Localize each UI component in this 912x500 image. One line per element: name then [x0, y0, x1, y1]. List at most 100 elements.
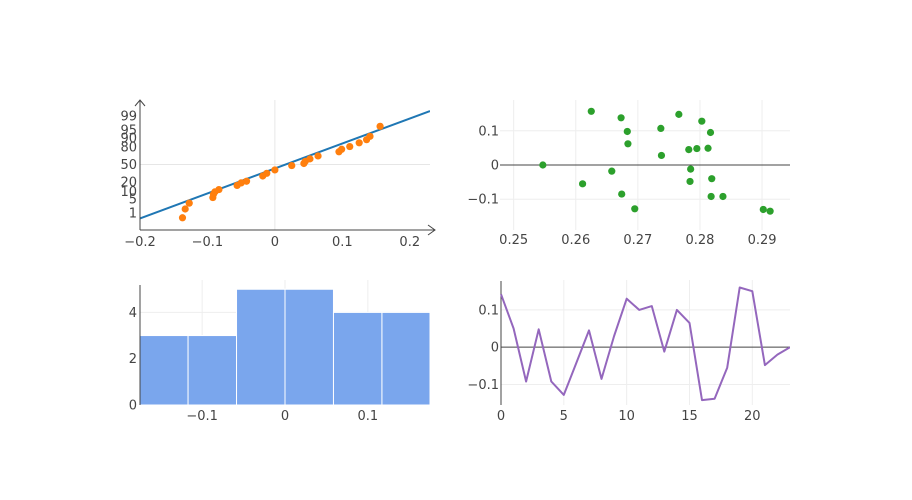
data-point [623, 127, 631, 136]
histogram-bars [139, 288, 431, 406]
x-tick-label: 5 [560, 409, 568, 424]
x-tick-label: 0.28 [685, 233, 714, 248]
y-tick-label: 1 [129, 207, 137, 222]
y-tick-labels: 0 2 4 [129, 306, 137, 414]
series-line-group [500, 286, 790, 402]
data-points [539, 107, 774, 215]
data-point [708, 175, 716, 183]
data-point [181, 205, 189, 213]
x-tick-label: −0.1 [192, 235, 224, 250]
x-tick-label: 0 [271, 235, 279, 250]
y-tick-label: −0.1 [467, 378, 499, 393]
data-point [618, 190, 626, 198]
x-tick-label: 0.1 [332, 235, 353, 250]
data-point [686, 177, 694, 186]
x-tick-label: 10 [618, 409, 635, 424]
gridlines [501, 280, 790, 405]
data-point [346, 142, 354, 151]
data-point [719, 192, 727, 201]
y-tick-label: 0 [491, 341, 499, 356]
y-tick-label: −0.1 [467, 193, 499, 208]
y-tick-labels: −0.1 0 0.1 [467, 124, 499, 207]
histogram-bar [284, 288, 334, 406]
data-point [376, 122, 384, 130]
data-point [185, 199, 193, 207]
x-axis-arrow-icon [427, 224, 436, 236]
data-point [657, 151, 666, 160]
data-point [707, 192, 715, 201]
data-point [657, 124, 665, 132]
x-tick-label: 0.2 [399, 235, 420, 250]
histogram-bar [187, 335, 238, 406]
data-point [693, 144, 701, 153]
data-point [624, 140, 632, 148]
x-tick-label: 0.25 [499, 233, 528, 248]
data-point [338, 145, 346, 153]
x-tick-labels: −0.2 −0.1 0 0.1 0.2 [124, 235, 420, 250]
histogram-panel: −0.1 0 0.1 0 2 4 [129, 280, 431, 424]
data-point [271, 166, 279, 174]
line-panel: 0 5 10 15 20 −0.1 0 0.1 [467, 280, 790, 424]
y-axis-arrow-icon [134, 99, 146, 107]
x-tick-label: 15 [681, 409, 698, 424]
y-tick-label: 0.1 [478, 303, 499, 318]
y-tick-label: 2 [129, 352, 137, 367]
axes [134, 99, 436, 236]
x-tick-labels: 0.25 0.26 0.27 0.28 0.29 [499, 233, 776, 248]
y-tick-label: 4 [129, 306, 137, 321]
x-tick-label: 0 [497, 409, 505, 424]
data-point [687, 165, 695, 173]
scatter-panel: 0.25 0.26 0.27 0.28 0.29 −0.1 0 0.1 [467, 100, 790, 248]
data-point [366, 132, 374, 140]
data-point [704, 144, 712, 152]
data-point [215, 185, 223, 194]
y-tick-label: 0 [491, 159, 499, 174]
y-tick-label: 99 [120, 109, 137, 124]
x-tick-label: 0.29 [748, 233, 777, 248]
x-tick-labels: −0.1 0 0.1 [186, 409, 378, 424]
data-point [766, 207, 774, 215]
x-tick-label: 20 [744, 409, 761, 424]
data-point [178, 214, 187, 222]
data-point [631, 205, 639, 213]
y-tick-labels: −0.1 0 0.1 [467, 303, 499, 393]
data-point [698, 117, 706, 125]
x-tick-label: 0.1 [358, 409, 379, 424]
data-point [355, 139, 363, 147]
data-point [759, 205, 767, 214]
data-point [608, 167, 616, 175]
x-tick-label: 0.27 [623, 233, 652, 248]
x-tick-labels: 0 5 10 15 20 [497, 409, 761, 424]
y-tick-label: 20 [120, 176, 137, 191]
data-point [675, 110, 683, 118]
data-point [242, 177, 251, 185]
data-point [617, 114, 625, 122]
series-line [500, 286, 790, 402]
y-tick-label: 0 [129, 399, 137, 414]
data-point [288, 161, 296, 170]
data-point [706, 128, 715, 137]
histogram-bar [139, 335, 189, 406]
data-points [178, 122, 384, 222]
data-point [539, 161, 547, 169]
data-point [587, 107, 595, 115]
x-tick-label: −0.1 [186, 409, 218, 424]
y-tick-label: 5 [129, 192, 137, 207]
y-tick-label: 10 [120, 185, 137, 200]
data-point [314, 152, 322, 160]
data-point [306, 155, 314, 163]
y-tick-label: 50 [120, 158, 137, 173]
y-tick-label: 80 [120, 140, 137, 155]
data-point [685, 146, 693, 154]
histogram-bar [381, 311, 431, 406]
histogram-bar [332, 311, 383, 406]
x-tick-label: 0.26 [561, 233, 590, 248]
data-point [263, 169, 271, 177]
histogram-bar [236, 288, 286, 406]
y-tick-label: 0.1 [478, 124, 499, 139]
y-tick-label: 95 [120, 124, 137, 139]
x-tick-label: 0 [281, 409, 289, 424]
